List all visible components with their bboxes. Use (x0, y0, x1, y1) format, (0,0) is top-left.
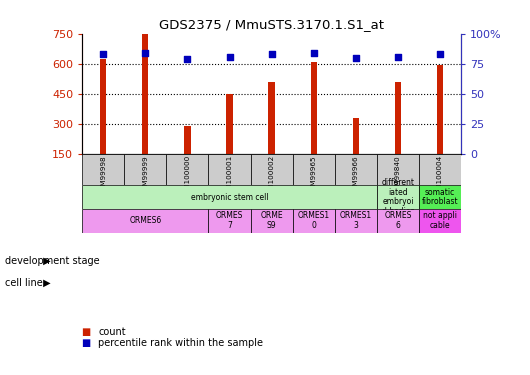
Point (225, 54, 234, 60)
Bar (377, 154, 419, 185)
Text: ■: ■ (82, 327, 94, 337)
Text: GSM100002: GSM100002 (269, 155, 275, 200)
Text: GSM99840: GSM99840 (395, 155, 401, 195)
Text: ORMES
6: ORMES 6 (384, 211, 412, 230)
Text: GSM99999: GSM99999 (143, 155, 148, 195)
Bar (293, 154, 335, 185)
Bar (335, 209, 377, 232)
Bar (419, 154, 461, 185)
Bar (82, 185, 377, 209)
Text: ▶: ▶ (40, 256, 50, 266)
Text: GSM100000: GSM100000 (184, 155, 190, 200)
Bar (377, 185, 419, 209)
Text: somatic
fibroblast: somatic fibroblast (422, 188, 458, 206)
Text: GSM100004: GSM100004 (437, 155, 443, 200)
Text: not appli
cable: not appli cable (423, 211, 457, 230)
Text: percentile rank within the sample: percentile rank within the sample (98, 338, 263, 348)
Point (99, 51, 108, 57)
Text: ORME
S9: ORME S9 (260, 211, 283, 230)
Bar (166, 154, 208, 185)
Bar (208, 209, 251, 232)
Bar (395, 82, 401, 154)
Text: ■: ■ (82, 338, 94, 348)
Text: cell line: cell line (5, 278, 43, 288)
Bar (269, 82, 275, 154)
Point (141, 50, 149, 56)
Bar (82, 209, 208, 232)
Bar (437, 65, 443, 154)
Bar (352, 118, 359, 154)
Text: development stage: development stage (5, 256, 100, 266)
Text: ORMES1
3: ORMES1 3 (340, 211, 372, 230)
Point (394, 54, 402, 60)
Text: GSM99966: GSM99966 (353, 155, 359, 195)
Text: GSM99998: GSM99998 (100, 155, 106, 195)
Text: GSM99965: GSM99965 (311, 155, 317, 195)
Text: embryonic stem cell: embryonic stem cell (191, 192, 268, 201)
Point (267, 51, 276, 57)
Point (183, 56, 192, 62)
Bar (226, 94, 233, 154)
Text: GSM100001: GSM100001 (226, 155, 233, 200)
Bar (100, 59, 107, 154)
Bar (124, 154, 166, 185)
Bar (419, 209, 461, 232)
Bar (335, 154, 377, 185)
Text: ORMES
7: ORMES 7 (216, 211, 243, 230)
Bar (82, 154, 124, 185)
Bar (251, 209, 293, 232)
Text: count: count (98, 327, 126, 337)
Bar (251, 154, 293, 185)
Bar (419, 185, 461, 209)
Bar (377, 209, 419, 232)
Text: ORMES1
0: ORMES1 0 (298, 211, 330, 230)
Text: different
iated
embryoi
d bodies: different iated embryoi d bodies (382, 178, 414, 216)
Point (436, 51, 444, 57)
Title: GDS2375 / MmuSTS.3170.1.S1_at: GDS2375 / MmuSTS.3170.1.S1_at (159, 18, 384, 31)
Text: ORMES6: ORMES6 (129, 216, 162, 225)
Bar (184, 126, 191, 154)
Bar (142, 34, 148, 154)
Bar (311, 62, 317, 154)
Bar (208, 154, 251, 185)
Text: ▶: ▶ (40, 278, 50, 288)
Point (351, 55, 360, 61)
Bar (293, 209, 335, 232)
Point (310, 50, 318, 56)
